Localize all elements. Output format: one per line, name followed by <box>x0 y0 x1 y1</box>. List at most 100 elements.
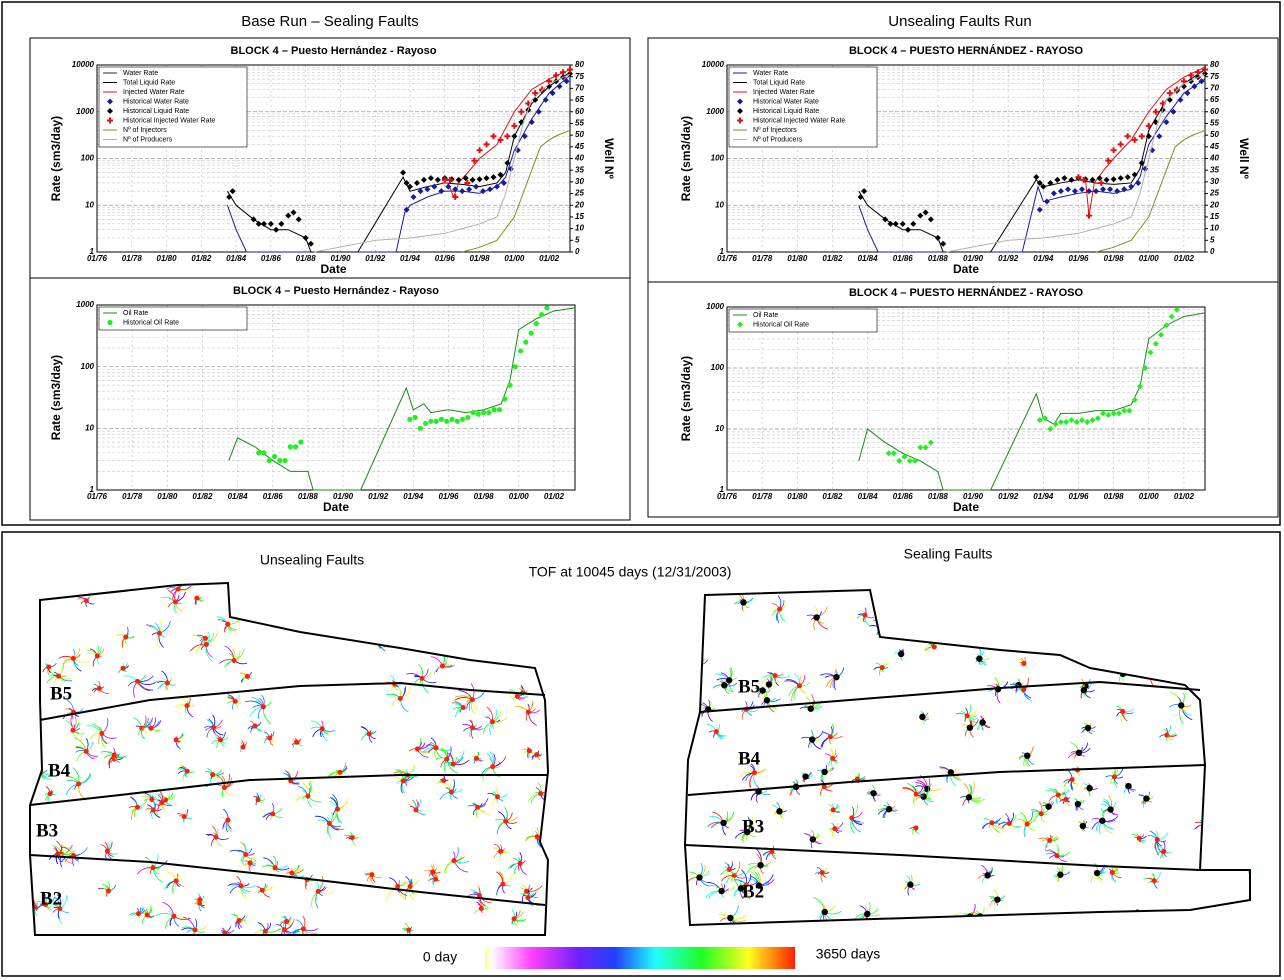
streamline <box>373 605 388 608</box>
data-point <box>465 415 470 420</box>
y2-tick-label: 75 <box>575 72 584 81</box>
burst-core <box>385 606 390 611</box>
y-tick-label: 1000 <box>706 302 724 311</box>
streamline <box>1170 609 1176 618</box>
streamline <box>1054 917 1057 919</box>
streamline <box>1202 838 1207 839</box>
streamline <box>353 608 358 609</box>
burst-core <box>461 705 466 710</box>
burst-core <box>1204 836 1209 841</box>
streamline <box>1122 636 1125 641</box>
data-point <box>428 419 433 424</box>
streamline <box>693 661 699 665</box>
burst-core <box>273 865 278 870</box>
streamline <box>1236 791 1242 799</box>
well <box>919 714 925 720</box>
burst-core <box>913 825 918 830</box>
y2-tick-label: 80 <box>575 60 584 69</box>
streamline <box>1077 602 1090 607</box>
burst-core <box>914 792 919 797</box>
burst-core <box>415 747 420 752</box>
x-tick-label: 01/80 <box>157 254 178 263</box>
well <box>721 682 727 688</box>
streamline <box>379 633 388 638</box>
streamline <box>1043 633 1048 635</box>
y2-tick-label: 45 <box>1209 142 1219 151</box>
streamline <box>1161 667 1170 668</box>
y-tick-label: 10000 <box>702 60 725 69</box>
burst-core <box>151 865 156 870</box>
streamline <box>1231 854 1240 862</box>
streamline <box>414 603 416 606</box>
well <box>764 697 770 703</box>
streamline <box>1073 640 1079 642</box>
streamline <box>1122 640 1132 651</box>
well <box>1086 785 1092 791</box>
burst-core <box>518 861 523 866</box>
burst-core <box>174 737 179 742</box>
burst-core <box>479 906 484 911</box>
streamline <box>1216 744 1224 747</box>
streamline <box>453 647 463 648</box>
streamline <box>372 585 387 588</box>
legend-label: Historical Oil Rate <box>753 321 809 328</box>
streamline <box>340 585 342 589</box>
burst-core <box>176 587 181 592</box>
x-tick-label: 01/94 <box>1033 492 1054 501</box>
burst-core <box>240 745 245 750</box>
streamline <box>297 602 299 608</box>
streamline <box>974 615 978 623</box>
well <box>1118 660 1124 666</box>
streamline <box>1138 913 1143 916</box>
well <box>1082 618 1088 624</box>
streamline <box>542 686 548 687</box>
streamline <box>1242 789 1247 791</box>
burst-core <box>367 731 372 736</box>
streamline <box>411 599 416 603</box>
burst-core <box>263 929 268 934</box>
streamline <box>1161 667 1166 668</box>
burst-core <box>1083 619 1088 624</box>
burst-core <box>296 606 301 611</box>
burst-core <box>1070 777 1075 782</box>
streamline <box>1066 641 1073 645</box>
well <box>720 820 726 826</box>
streamline <box>1227 818 1231 833</box>
x-tick-label: 01/86 <box>261 254 282 263</box>
y2-tick-label: 60 <box>575 107 584 116</box>
streamline <box>1244 764 1249 768</box>
y-tick-label: 100 <box>711 154 725 163</box>
burst-core <box>1189 605 1194 610</box>
burst-core <box>1025 822 1030 827</box>
streamline <box>1225 787 1227 792</box>
streamline <box>1222 782 1225 786</box>
x-tick-label: 01/76 <box>717 492 738 501</box>
well <box>1172 606 1178 612</box>
streamline <box>453 647 463 649</box>
well <box>1057 872 1063 878</box>
y-tick-label: 100 <box>81 154 95 163</box>
colorbar-label: 3650 days <box>816 946 881 962</box>
legend-label: Water Rate <box>123 70 158 77</box>
streamline <box>1240 854 1249 855</box>
streamline <box>474 603 476 607</box>
legend-label: Historical Liquid Rate <box>753 108 819 115</box>
streamline <box>1115 663 1122 665</box>
streamline <box>968 611 974 614</box>
y2-tick-label: 35 <box>1210 165 1219 174</box>
well <box>740 599 746 605</box>
burst-core <box>470 697 475 702</box>
streamline <box>1216 744 1226 750</box>
streamline <box>928 612 937 616</box>
burst-core <box>434 745 439 750</box>
burst-core <box>95 654 100 659</box>
burst-core <box>182 814 187 819</box>
streamline <box>334 585 340 589</box>
burst-core <box>1173 606 1178 611</box>
data-point <box>539 312 544 317</box>
streamline <box>379 591 383 596</box>
streamline <box>1122 640 1128 647</box>
streamline <box>472 607 474 611</box>
streamline <box>502 652 506 660</box>
streamline <box>1077 597 1089 607</box>
